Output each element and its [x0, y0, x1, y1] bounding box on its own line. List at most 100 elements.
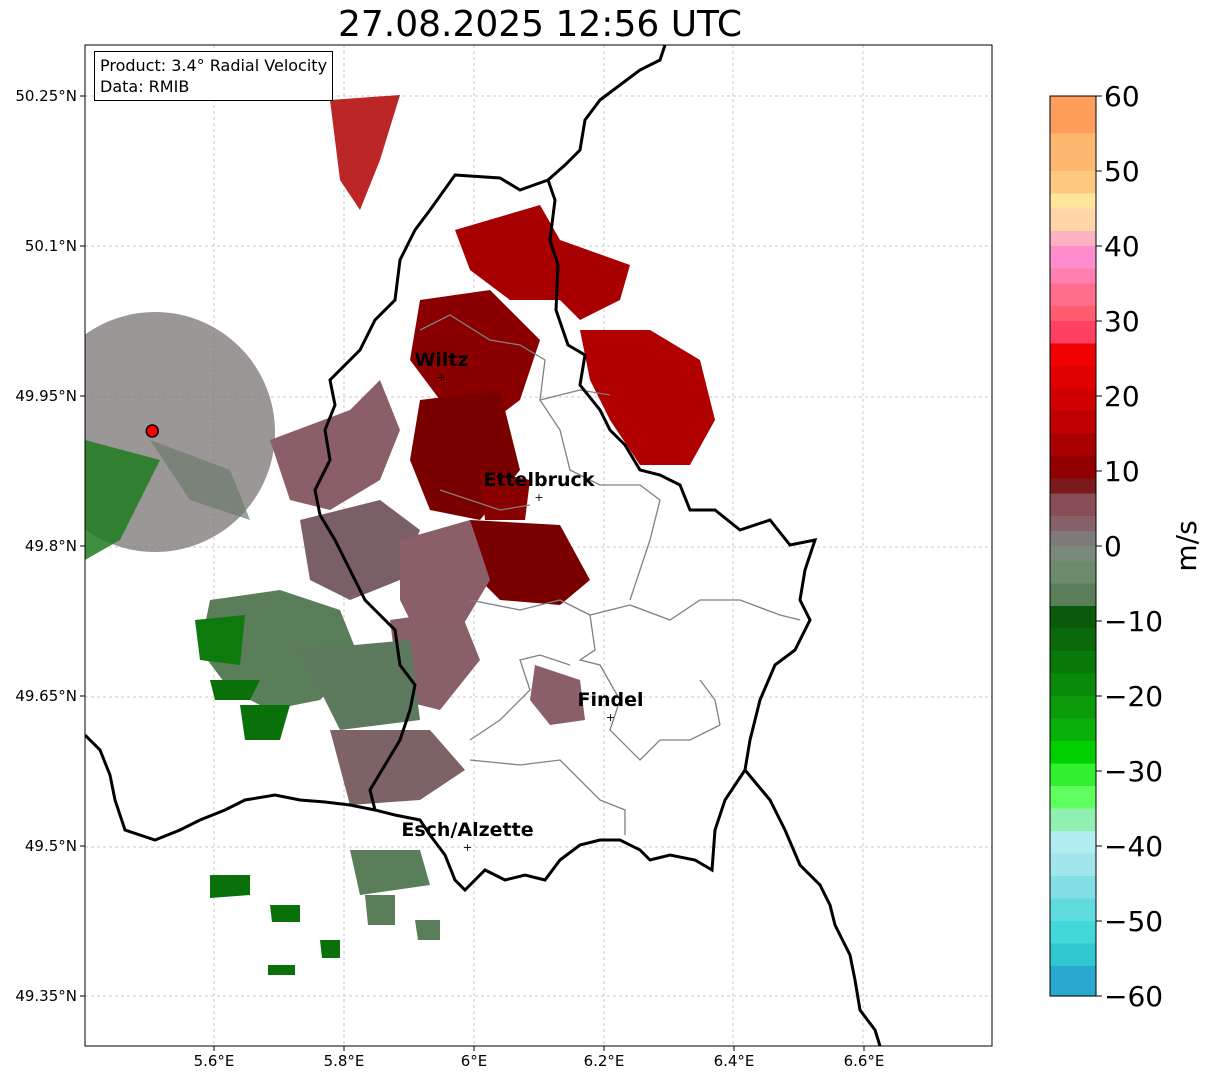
longitude-labels: 5.6°E 5.8°E 6°E 6.2°E 6.4°E 6.6°E [194, 1046, 885, 1070]
city-marker: + [606, 711, 615, 724]
colorbar-segment [1050, 388, 1096, 412]
lat-tick-label: 49.5°N [25, 837, 77, 855]
colorbar-segment [1050, 433, 1096, 457]
colorbar-segment [1050, 651, 1096, 675]
colorbar-segment [1050, 561, 1096, 585]
colorbar-segment [1050, 741, 1096, 765]
colorbar-segment [1050, 171, 1096, 195]
colorbar-segment [1050, 718, 1096, 742]
colorbar-unit-label: m/s [1170, 520, 1203, 571]
colorbar-tick-label: 60 [1104, 80, 1140, 113]
radar-clutter-area [150, 440, 250, 520]
colorbar-segment [1050, 853, 1096, 877]
product-label: Product: 3.4° Radial Velocity [100, 56, 328, 75]
outbound-echo-area [268, 965, 295, 975]
colorbar-tick-label: 0 [1104, 530, 1122, 563]
city-label: Ettelbruck [484, 469, 595, 491]
outbound-echo-area [350, 850, 430, 895]
colorbar-segment [1050, 208, 1096, 232]
map-title: 27.08.2025 12:56 UTC [337, 4, 743, 45]
weak-echo-area [300, 500, 420, 600]
colorbar-segment [1050, 283, 1096, 307]
colorbar-segment [1050, 343, 1096, 367]
colorbar-segment [1050, 763, 1096, 787]
inbound-echo-area [410, 290, 540, 430]
lon-tick-label: 6°E [461, 1052, 488, 1070]
colorbar-segment [1050, 456, 1096, 480]
colorbar-segment [1050, 231, 1096, 247]
colorbar-tick-label: 10 [1104, 455, 1140, 488]
colorbar-segment [1050, 306, 1096, 322]
colorbar-tick-label: −10 [1104, 605, 1163, 638]
lat-tick-label: 50.1°N [25, 237, 77, 255]
colorbar-segment [1050, 546, 1096, 562]
info-box: Product: 3.4° Radial Velocity Data: RMIB [94, 51, 334, 101]
colorbar-segment [1050, 246, 1096, 270]
outbound-echo-area [210, 875, 250, 898]
weak-echo-area [270, 380, 400, 510]
inbound-echo-area [580, 330, 715, 465]
outbound-echo-area [365, 895, 395, 925]
velocity-colorbar: 60 50 40 30 20 10 0 −10 −20 −30 −40 −50 −60 m/s [1049, 80, 1203, 1013]
outbound-echo-area [300, 640, 420, 730]
inbound-echo-area [330, 95, 400, 210]
national-borders [85, 45, 882, 1046]
lat-tick-label: 49.35°N [15, 987, 77, 1005]
lat-tick-label: 50.25°N [15, 87, 77, 105]
weak-echo-area [530, 665, 585, 725]
city-label: Findel [577, 689, 643, 711]
colorbar-segment [1050, 606, 1096, 630]
latitude-labels: 50.25°N 50.1°N 49.95°N 49.8°N 49.65°N 49.5°N 4… [15, 87, 85, 1005]
colorbar-tick-label: −30 [1104, 755, 1163, 788]
outbound-echo-area [195, 615, 245, 665]
colorbar-segment [1050, 898, 1096, 922]
radar-echoes [85, 95, 715, 975]
lon-tick-label: 5.6°E [194, 1052, 235, 1070]
city-marker: + [534, 491, 543, 504]
source-label: Data: RMIB [100, 77, 190, 96]
outbound-echo-area [415, 920, 440, 940]
colorbar-tick-label: −20 [1104, 680, 1163, 713]
colorbar-segment [1050, 411, 1096, 435]
weak-echo-area [330, 730, 465, 805]
radar-site-marker [145, 424, 159, 438]
colorbar-segment [1050, 133, 1096, 172]
colorbar-tick-label: −60 [1104, 980, 1163, 1013]
colorbar-segment [1050, 493, 1096, 517]
inbound-echo-area [455, 205, 630, 320]
colorbar-segment [1050, 876, 1096, 900]
weak-echo-area [400, 520, 490, 640]
colorbar-segment [1050, 478, 1096, 495]
city-label: Esch/Alzette [401, 819, 533, 841]
colorbar-tick-label: 30 [1104, 305, 1140, 338]
colorbar-tick-label: −50 [1104, 905, 1163, 938]
colorbar-segment [1050, 366, 1096, 390]
lon-tick-label: 6.2°E [584, 1052, 625, 1070]
colorbar-segment [1050, 966, 1096, 997]
colorbar-segment [1050, 531, 1096, 547]
inbound-echo-area [470, 520, 590, 605]
lon-tick-label: 6.6°E [844, 1052, 885, 1070]
colorbar-tick-label: 40 [1104, 230, 1140, 263]
colorbar-segment [1050, 96, 1096, 135]
colorbar-segment [1050, 831, 1096, 855]
colorbar-tick-label: 20 [1104, 380, 1140, 413]
city-marker: + [437, 371, 446, 384]
outbound-echo-area [320, 940, 340, 958]
radar-clutter-area [85, 440, 160, 560]
lon-tick-label: 6.4°E [714, 1052, 755, 1070]
outbound-echo-area [270, 905, 300, 922]
colorbar-tick-label: 50 [1104, 155, 1140, 188]
lon-tick-label: 5.8°E [324, 1052, 365, 1070]
outbound-echo-area [240, 705, 290, 740]
colorbar-segment [1050, 808, 1096, 832]
colorbar-segment [1050, 921, 1096, 945]
colorbar-tick-label: −40 [1104, 830, 1163, 863]
colorbar-segment [1050, 268, 1096, 285]
colorbar-segment [1050, 193, 1096, 210]
city-marker: + [463, 841, 472, 854]
outbound-echo-area [210, 680, 260, 700]
colorbar-segment [1050, 673, 1096, 697]
colorbar-segment [1050, 696, 1096, 720]
